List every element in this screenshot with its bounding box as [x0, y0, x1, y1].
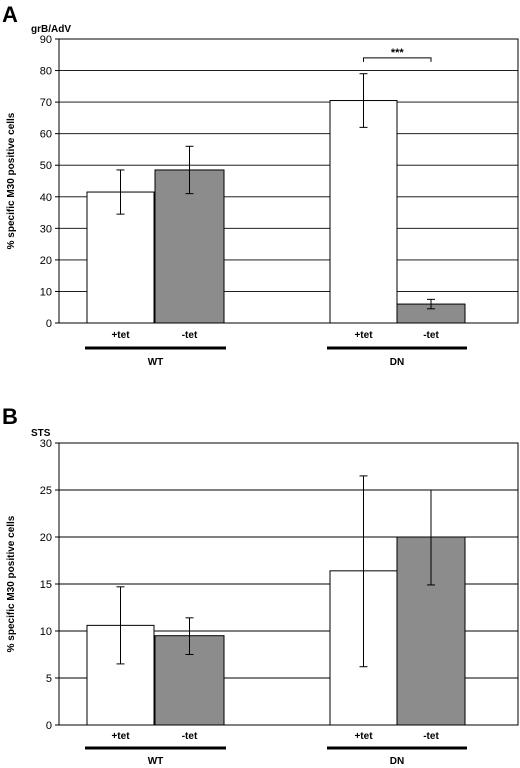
y-tick-label: 15 — [40, 579, 52, 591]
x-tick-label: +tet — [354, 731, 373, 742]
group-label: DN — [390, 756, 404, 767]
y-tick-label: 40 — [40, 192, 52, 204]
bar — [154, 169, 225, 324]
x-tick-label: +tet — [354, 330, 373, 341]
x-tick-label: -tet — [182, 330, 198, 341]
x-tick-label: +tet — [111, 330, 130, 341]
group-label: WT — [148, 357, 164, 368]
y-tick-label: 10 — [40, 626, 52, 638]
x-tick-label: -tet — [423, 330, 439, 341]
panel-subtitle: STS — [31, 428, 51, 439]
y-tick-label: 90 — [40, 34, 52, 46]
y-axis-label: % specific M30 positive cells — [6, 515, 17, 652]
panel-letter: B — [2, 404, 18, 429]
y-axis-label: % specific M30 positive cells — [6, 112, 17, 249]
y-tick-label: 0 — [46, 720, 52, 732]
y-tick-label: 50 — [40, 160, 52, 172]
bar — [154, 635, 225, 726]
y-tick-label: 30 — [40, 223, 52, 235]
group-label: DN — [390, 357, 404, 368]
bar — [329, 100, 398, 324]
chart-panel-b: B STS 0 5 10 15 20 25 30 % specific M30 positive … — [2, 404, 519, 767]
plot-area — [58, 442, 519, 726]
x-tick-label: -tet — [182, 731, 198, 742]
group-label: WT — [148, 756, 164, 767]
y-tick-label: 25 — [40, 485, 52, 497]
y-tick-label: 20 — [40, 532, 52, 544]
x-tick-label: -tet — [423, 731, 439, 742]
y-tick-label: 70 — [40, 97, 52, 109]
y-tick-label: 5 — [46, 673, 52, 685]
panel-subtitle: grB/AdV — [31, 24, 71, 35]
plot-area — [58, 38, 519, 324]
y-tick-label: 20 — [40, 255, 52, 267]
panel-letter: A — [2, 2, 18, 27]
y-tick-label: 30 — [40, 438, 52, 450]
significance-bracket — [363, 57, 432, 62]
y-tick-label: 0 — [46, 318, 52, 330]
x-tick-label: +tet — [111, 731, 130, 742]
y-tick-label: 60 — [40, 129, 52, 141]
y-tick-label: 10 — [40, 286, 52, 298]
y-tick-label: 80 — [40, 66, 52, 78]
significance-label: *** — [391, 47, 405, 59]
